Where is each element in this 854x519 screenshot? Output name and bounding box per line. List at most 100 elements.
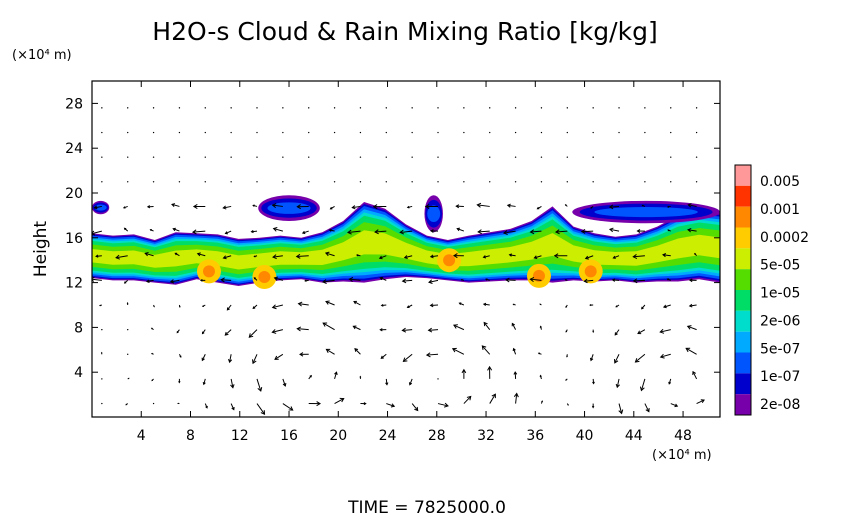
wind-arrowhead [687, 203, 692, 208]
wind-arrowhead [502, 230, 508, 235]
wind-arrowhead [666, 278, 669, 281]
wind-arrowhead [272, 227, 278, 232]
wind-dot [695, 156, 698, 158]
x-tick-label: 32 [477, 428, 495, 444]
wind-arrowhead [151, 352, 153, 355]
wind-dot [178, 181, 181, 183]
wind-dot [670, 156, 672, 158]
wind-arrowhead [466, 395, 472, 401]
wind-vector [201, 354, 206, 361]
wind-arrowhead [199, 279, 203, 282]
wind-arrowhead [408, 382, 413, 386]
wind-vector [326, 348, 335, 355]
wind-dot [152, 131, 155, 134]
wind-vector [221, 279, 232, 281]
wind-arrowhead [553, 253, 559, 259]
wind-arrowhead [250, 230, 254, 234]
y-tick-label: 12 [65, 276, 83, 292]
wind-arrowhead [565, 330, 568, 333]
wind-arrowhead [406, 205, 410, 209]
wind-vector [478, 230, 490, 233]
wind-arrowhead [201, 357, 205, 362]
wind-vector [633, 255, 645, 258]
wind-dot [670, 131, 672, 134]
wind-dot [101, 107, 103, 109]
wind-arrowhead [379, 276, 383, 281]
wind-vector [483, 322, 491, 330]
wind-vector [483, 255, 490, 258]
wind-vector [297, 328, 309, 331]
wind-dot [489, 181, 491, 183]
wind-arrowhead [201, 331, 205, 335]
wind-vector [325, 252, 335, 257]
wind-arrowhead [424, 203, 430, 209]
wind-vector [229, 354, 232, 363]
wind-arrowhead [451, 347, 457, 353]
colorbar-label: 0.0002 [760, 230, 809, 246]
wind-arrowhead [316, 401, 322, 407]
wind-arrowhead [123, 227, 127, 231]
wind-dot [411, 181, 413, 183]
wind-dot [101, 156, 103, 158]
wind-vector [635, 353, 646, 363]
wind-arrowhead [115, 254, 120, 260]
wind-vector [302, 230, 309, 234]
y-tick-label: 4 [74, 365, 83, 381]
wind-arrowhead [565, 379, 567, 381]
wind-vector [662, 254, 671, 257]
wind-dot [385, 181, 387, 183]
wind-dot [127, 107, 129, 109]
wind-dot [230, 131, 232, 134]
x-tick-label: 4 [137, 428, 146, 444]
wind-vector [375, 230, 387, 233]
wind-arrowhead [566, 355, 568, 358]
wind-arrowhead [674, 403, 679, 408]
wind-arrowhead [321, 279, 327, 285]
wind-arrowhead [505, 277, 510, 283]
wind-arrowhead [461, 368, 467, 374]
wind-dot [514, 131, 517, 134]
wind-dot [152, 107, 155, 109]
wind-arrowhead [178, 306, 181, 308]
wind-vector [618, 403, 623, 414]
wind-dot [489, 107, 491, 109]
wind-arrowhead [430, 229, 434, 233]
wind-dot [514, 107, 517, 109]
wind-arrowhead [151, 379, 154, 382]
wind-arrowhead [444, 402, 449, 408]
colorbar-swatch [735, 394, 751, 415]
wind-arrowhead [399, 229, 405, 235]
wind-vector [282, 403, 293, 411]
wind-arrowhead [272, 254, 277, 260]
colorbar-swatch [735, 373, 751, 395]
wind-arrowhead [688, 303, 693, 308]
wind-arrowhead [324, 251, 330, 257]
time-label: TIME = 7825000.0 [347, 498, 506, 518]
wind-arrowhead [608, 204, 614, 210]
wind-arrowhead [301, 230, 306, 235]
wind-arrowhead [564, 279, 567, 281]
wind-vector [503, 230, 516, 234]
wind-vector [644, 403, 650, 412]
anvil-inner-3 [594, 207, 698, 218]
wind-arrowhead [513, 392, 519, 398]
wind-arrowhead [641, 306, 644, 310]
wind-vector [614, 329, 620, 336]
wind-arrowhead [487, 365, 493, 371]
wind-arrowhead [295, 253, 301, 259]
wind-dot [463, 107, 465, 109]
wind-vector [230, 378, 234, 388]
wind-vector [515, 393, 518, 404]
wind-vector [171, 203, 180, 207]
wind-arrowhead [174, 252, 178, 256]
wind-arrowhead [378, 255, 383, 260]
wind-vector [272, 304, 283, 309]
wind-arrowhead [177, 402, 179, 405]
wind-dot [540, 107, 543, 109]
colorbar-frame [734, 164, 752, 416]
wind-dot [566, 156, 569, 158]
wind-dot [127, 156, 129, 158]
y-axis-unit: (×10⁴ m) [12, 48, 72, 63]
plot-area [92, 195, 720, 289]
wind-vector [609, 205, 620, 208]
